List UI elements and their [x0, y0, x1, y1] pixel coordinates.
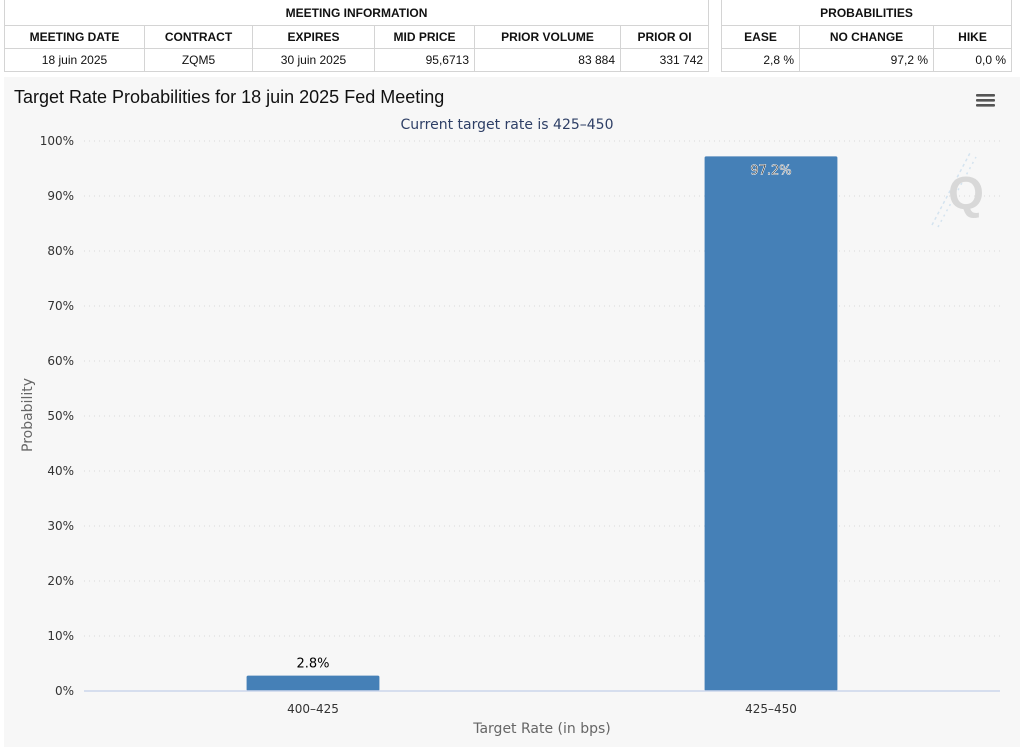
mid-price-value: 95,6713: [374, 48, 475, 72]
table-row: 18 juin 2025 ZQM5 30 juin 2025 95,6713 8…: [4, 48, 710, 72]
gridlines: [84, 140, 1000, 637]
table-row: 2,8 % 97,2 % 0,0 %: [721, 48, 1013, 72]
x-tick-label: 425–450: [745, 702, 797, 716]
prior-volume-value: 83 884: [474, 48, 621, 72]
column-header-prior-oi: PRIOR OI: [619, 25, 710, 49]
data-label: 97.2%: [750, 163, 791, 178]
column-header-ease: EASE: [721, 25, 800, 49]
y-tick-label: 100%: [40, 134, 74, 148]
y-tick-label: 0%: [55, 684, 74, 698]
meeting-information-table: MEETING INFORMATION MEETING DATE CONTRAC…: [3, 0, 710, 72]
no-change-value: 97,2 %: [799, 48, 934, 72]
y-tick-label: 30%: [47, 519, 74, 533]
hike-value: 0,0 %: [932, 48, 1013, 72]
contract-value: ZQM5: [144, 48, 253, 72]
meeting-information-header: MEETING INFORMATION: [3, 0, 710, 26]
y-tick-label: 70%: [47, 299, 74, 313]
bar-400–425[interactable]: [246, 675, 380, 691]
y-axis-ticks: 0% 10% 20% 30% 40% 50% 60% 70% 80% 90% 100%: [40, 134, 74, 698]
y-tick-label: 90%: [47, 189, 74, 203]
hamburger-menu-icon[interactable]: [974, 91, 998, 111]
column-header-hike: HIKE: [932, 25, 1013, 49]
column-header-no-change: NO CHANGE: [799, 25, 934, 49]
column-header-expires: EXPIRES: [252, 25, 375, 49]
ease-value: 2,8 %: [721, 48, 800, 72]
probability-bar-chart: Target Rate Probabilities for 18 juin 20…: [14, 87, 1000, 737]
data-label: 2.8%: [296, 657, 329, 672]
y-tick-label: 10%: [47, 629, 74, 643]
y-tick-label: 40%: [47, 464, 74, 478]
y-tick-label: 80%: [47, 244, 74, 258]
bar-425–450[interactable]: [704, 156, 838, 691]
column-header-mid-price: MID PRICE: [374, 25, 475, 49]
y-axis-title: Probability: [20, 378, 36, 452]
expires-value: 30 juin 2025: [252, 48, 375, 72]
x-tick-label: 400–425: [287, 702, 339, 716]
q-logo-watermark: Q: [931, 152, 984, 228]
column-header-contract: CONTRACT: [144, 25, 253, 49]
bars: [246, 156, 838, 691]
y-tick-label: 60%: [47, 354, 74, 368]
x-axis-title: Target Rate (in bps): [472, 721, 611, 737]
column-header-meeting-date: MEETING DATE: [4, 25, 145, 49]
svg-text:Q: Q: [948, 167, 984, 219]
column-header-prior-volume: PRIOR VOLUME: [474, 25, 621, 49]
y-tick-label: 20%: [47, 574, 74, 588]
meeting-date-value: 18 juin 2025: [4, 48, 145, 72]
y-tick-label: 50%: [47, 409, 74, 423]
chart-panel: Target Rate Probabilities for 18 juin 20…: [4, 77, 1020, 747]
x-axis-ticks: 400–425 425–450: [287, 702, 797, 716]
probabilities-table: PROBABILITIES EASE NO CHANGE HIKE 2,8 % …: [720, 0, 1013, 72]
prior-oi-value: 331 742: [619, 48, 710, 72]
chart-title: Target Rate Probabilities for 18 juin 20…: [14, 87, 444, 107]
chart-subtitle: Current target rate is 425–450: [400, 117, 613, 133]
probabilities-header: PROBABILITIES: [720, 0, 1013, 26]
data-labels: 2.8% 97.2%: [296, 163, 791, 671]
